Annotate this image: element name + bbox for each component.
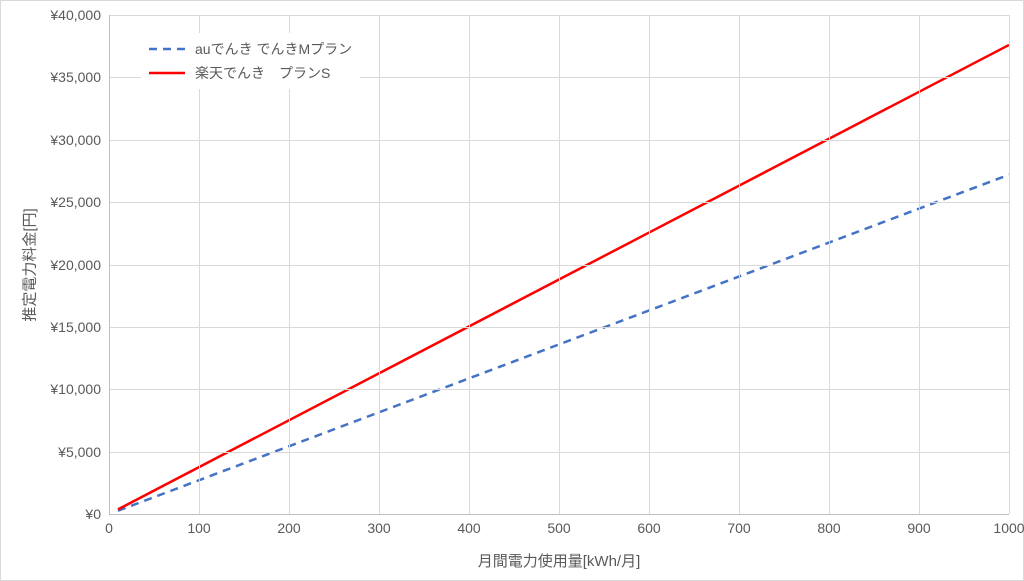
x-tick-label: 800 bbox=[817, 514, 840, 536]
gridline-v bbox=[199, 15, 200, 514]
x-tick-label: 100 bbox=[187, 514, 210, 536]
x-tick-label: 500 bbox=[547, 514, 570, 536]
y-tick-label: ¥15,000 bbox=[50, 319, 109, 335]
chart-legend: auでんき でんきMプラン楽天でんき プランS bbox=[141, 33, 360, 89]
gridline-v bbox=[559, 15, 560, 514]
x-tick-label: 200 bbox=[277, 514, 300, 536]
gridline-v bbox=[739, 15, 740, 514]
x-tick-label: 600 bbox=[637, 514, 660, 536]
plot-area: ¥0¥5,000¥10,000¥15,000¥20,000¥25,000¥30,… bbox=[109, 15, 1009, 514]
legend-item: auでんき でんきMプラン bbox=[149, 37, 352, 61]
x-tick-label: 400 bbox=[457, 514, 480, 536]
x-tick-label: 900 bbox=[907, 514, 930, 536]
gridline-v bbox=[379, 15, 380, 514]
gridline-v bbox=[829, 15, 830, 514]
gridline-v bbox=[1009, 15, 1010, 514]
legend-swatch bbox=[149, 65, 185, 81]
series-line bbox=[118, 175, 1009, 511]
series-line bbox=[118, 45, 1009, 509]
gridline-v bbox=[919, 15, 920, 514]
legend-label: 楽天でんき プランS bbox=[195, 63, 330, 83]
y-tick-label: ¥20,000 bbox=[50, 257, 109, 273]
y-tick-label: ¥5,000 bbox=[58, 444, 109, 460]
y-axis-line bbox=[109, 15, 110, 514]
legend-swatch bbox=[149, 41, 185, 57]
line-chart: ¥0¥5,000¥10,000¥15,000¥20,000¥25,000¥30,… bbox=[0, 0, 1024, 581]
y-tick-label: ¥30,000 bbox=[50, 132, 109, 148]
legend-label: auでんき でんきMプラン bbox=[195, 39, 352, 59]
x-tick-label: 300 bbox=[367, 514, 390, 536]
y-tick-label: ¥25,000 bbox=[50, 194, 109, 210]
x-axis-title: 月間電力使用量[kWh/月] bbox=[478, 550, 641, 571]
y-tick-label: ¥35,000 bbox=[50, 69, 109, 85]
x-tick-label: 1000 bbox=[993, 514, 1024, 536]
gridline-v bbox=[469, 15, 470, 514]
gridline-v bbox=[649, 15, 650, 514]
x-tick-label: 700 bbox=[727, 514, 750, 536]
x-axis-line bbox=[109, 514, 1009, 515]
gridline-v bbox=[289, 15, 290, 514]
y-tick-label: ¥10,000 bbox=[50, 381, 109, 397]
x-tick-label: 0 bbox=[105, 514, 113, 536]
y-axis-title: 推定電力料金[円] bbox=[19, 208, 40, 321]
legend-item: 楽天でんき プランS bbox=[149, 61, 352, 85]
y-tick-label: ¥40,000 bbox=[50, 7, 109, 23]
